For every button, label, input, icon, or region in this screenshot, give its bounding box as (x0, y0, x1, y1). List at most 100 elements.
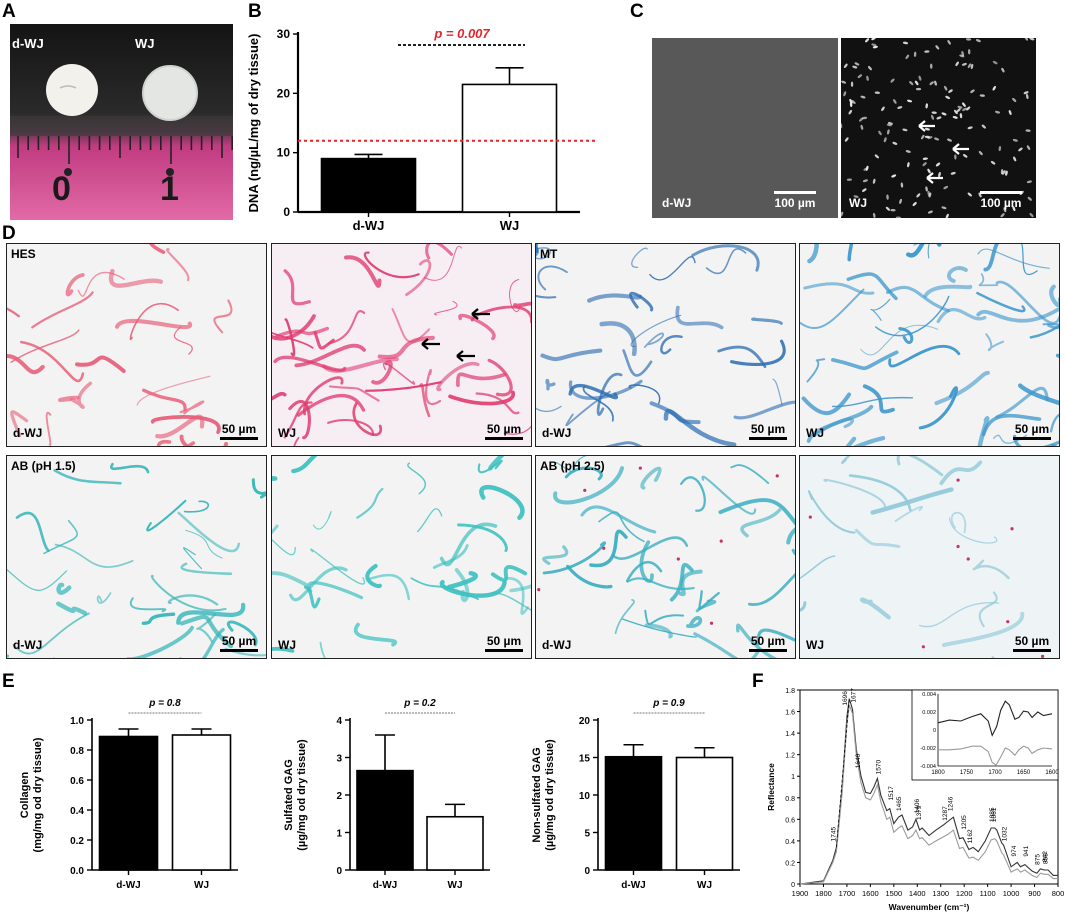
tissue-fiber (756, 628, 795, 646)
ruler-number-1: 1 (160, 170, 179, 208)
tissue-fiber (272, 331, 314, 349)
nucleus (955, 61, 959, 67)
y-tick-label: 0.2 (785, 860, 795, 867)
tissue-fiber (313, 330, 335, 350)
tissue-fiber (19, 340, 85, 383)
tissue-fiber (630, 314, 682, 348)
scalebar-text: 50 µm (221, 634, 257, 648)
histology-tile: HES d-WJ 50 µm (6, 243, 267, 447)
tissue-fiber (436, 362, 480, 392)
nucleus (872, 212, 876, 218)
tissue-fiber (179, 400, 205, 415)
nucleus (952, 116, 958, 119)
nucleus (924, 50, 930, 53)
tissue-fiber (419, 383, 431, 418)
tissue-fiber (542, 545, 569, 565)
nucleus (1027, 196, 1032, 201)
tissue-fiber (283, 269, 312, 306)
tissue-fiber (927, 244, 930, 259)
tissue-fiber (977, 248, 1050, 269)
dapi-dwj-label: d-WJ (662, 196, 692, 210)
tissue-fiber (213, 299, 233, 334)
tissue-fiber (327, 310, 366, 345)
tissue-fiber (730, 464, 770, 485)
histology-tile: WJ 50 µm (271, 455, 532, 659)
y-tick-label: 0 (584, 866, 590, 877)
nucleus (924, 127, 930, 131)
nucleus (930, 63, 933, 69)
nucleus (890, 78, 895, 83)
sample-label: d-WJ (13, 638, 43, 652)
sample-label-dwj: d-WJ (12, 36, 44, 51)
y-tick-label: 15 (579, 754, 591, 765)
nucleus (966, 106, 971, 111)
tissue-fiber (448, 390, 515, 406)
tissue-fiber (582, 385, 614, 422)
tissue-fiber (859, 597, 891, 620)
nucleus (992, 85, 996, 91)
cell-arrow (471, 308, 490, 320)
tissue-fiber (751, 317, 783, 325)
spectrum-line-2 (799, 704, 1058, 885)
dapi-dwj-scalebar-text: 100 µm (774, 196, 816, 210)
tissue-fiber (733, 400, 795, 420)
tissue-fiber (936, 307, 987, 324)
nucleus (1025, 129, 1031, 132)
tissue-fiber (1021, 244, 1038, 275)
inset-line-2 (938, 745, 1053, 766)
scalebar-text: 50 µm (486, 422, 522, 436)
tissue-fiber (356, 487, 384, 519)
y-tick-label: 0 (336, 866, 342, 877)
sample-photo (10, 24, 233, 220)
nucleus (1001, 67, 1005, 73)
nucleus (959, 54, 965, 58)
cell-arrow (421, 338, 440, 350)
cell-arrow (918, 120, 935, 132)
tissue-fiber (303, 376, 344, 416)
tissue-fiber (283, 401, 313, 439)
nucleus (859, 117, 864, 122)
inset-frame (911, 689, 1059, 781)
cell-arrow (456, 350, 475, 362)
nucleus (925, 186, 928, 192)
tissue-fiber (108, 268, 164, 288)
nucleus (978, 192, 982, 198)
tissue-fiber (487, 358, 513, 397)
nucleus (924, 135, 931, 139)
x-tick-label: 800 (1052, 889, 1065, 898)
bar-wj (675, 756, 734, 871)
nucleus (934, 80, 937, 86)
inset-x-tick-label: 1650 (1017, 770, 1031, 776)
nucleus (897, 106, 903, 109)
x-tick-label: WJ (448, 880, 463, 891)
tissue-fiber (628, 384, 661, 405)
nucleus (935, 162, 941, 167)
y-axis-label: Reflectance (766, 763, 776, 811)
nucleus (1026, 145, 1031, 150)
x-tick-label: d-WJ (116, 880, 140, 891)
scalebar: 50 µm (749, 634, 787, 652)
nucleus (931, 114, 934, 120)
tissue-fiber (701, 475, 757, 515)
nucleus (905, 54, 910, 60)
nucleus (929, 81, 934, 86)
panel-a-photo: d-WJ WJ 0 1 (10, 24, 233, 220)
tissue-fiber (644, 623, 673, 639)
tissue-fiber (319, 641, 327, 658)
tissue-fiber (800, 288, 865, 329)
tissue-texture (7, 462, 266, 658)
nucleus (948, 89, 953, 93)
x-tick-label: 1800 (815, 889, 832, 898)
tissue-fiber (565, 390, 611, 427)
tissue-fiber (288, 399, 311, 440)
tissue-fiber (536, 294, 557, 299)
dna-bar-chart: 0 10 20 30 d-WJ WJ DNA (ng/µL/mg of dry tissue… (246, 26, 598, 233)
peak-label: 858 (1042, 853, 1049, 864)
nucleus (979, 94, 985, 97)
histology-tile: AB (pH 2.5) d-WJ 50 µm (535, 455, 796, 659)
nucleus (927, 210, 933, 214)
stain-label: AB (pH 2.5) (540, 459, 605, 473)
stain-speck (583, 488, 587, 492)
tissue-fiber (150, 415, 221, 435)
bar-d-wj (98, 735, 159, 871)
